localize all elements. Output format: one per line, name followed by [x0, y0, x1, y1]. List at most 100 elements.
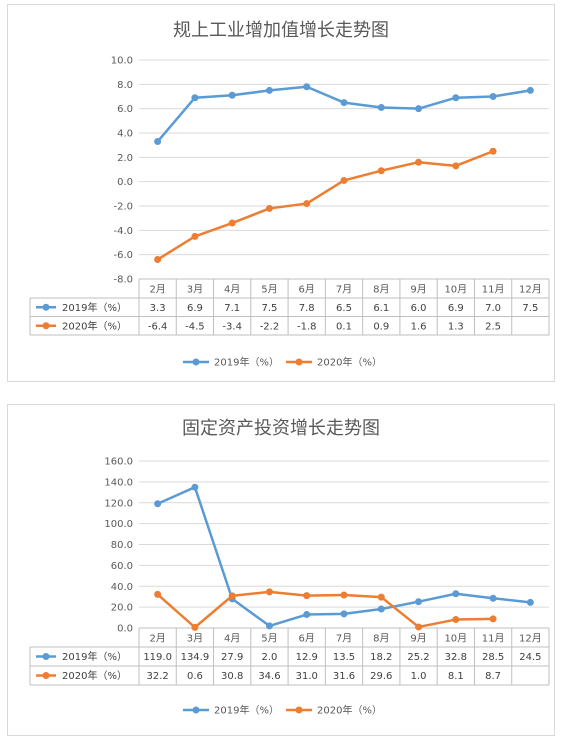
table-cell-value: 32.8: [445, 652, 467, 663]
x-category-label: 5月: [261, 633, 277, 645]
legend-entry: 2020年（%）: [317, 704, 382, 717]
data-point: [265, 588, 273, 596]
table-cell-value: 1.3: [448, 321, 464, 332]
table-cell-value: 0.9: [373, 321, 389, 332]
x-category-label: 4月: [224, 284, 240, 296]
table-series-name: 2019年（%）: [62, 301, 127, 314]
series-line: [156, 590, 494, 629]
y-tick-label: -8.0: [113, 275, 133, 286]
x-category-label: 2月: [149, 284, 165, 296]
table-cell-value: 0.6: [187, 671, 203, 682]
industrial-chart-svg: 规上工业增加值增长走势图 10.0 8.0 6.0 4.0 2.0 0.0 -2.0 -4.0…: [29, 20, 550, 369]
data-point: [489, 615, 497, 623]
table-legend-key-marker: [42, 303, 50, 311]
series-line: [157, 485, 531, 628]
data-point: [303, 200, 311, 208]
legend-key-marker: [192, 706, 200, 714]
data-point: [377, 167, 385, 175]
table-legend-key-marker: [42, 322, 50, 330]
table-cell-value: 13.5: [333, 652, 355, 663]
data-point: [489, 147, 497, 155]
data-point: [154, 138, 162, 146]
table-cell-value: 12.9: [296, 652, 318, 663]
y-tick-label: 10.0: [111, 56, 133, 67]
legend-entry: 2020年（%）: [317, 356, 382, 369]
data-point: [452, 616, 460, 624]
table-cell-value: 1.0: [411, 671, 427, 682]
data-point: [452, 162, 460, 170]
table-cell-value: 7.5: [262, 303, 278, 314]
y-tick-label: -6.0: [113, 250, 133, 261]
table-cell-value: 1.6: [411, 321, 427, 332]
table-cell-value: 32.2: [147, 671, 169, 682]
table-cell-value: 27.9: [221, 652, 243, 663]
legend-key-marker: [295, 706, 303, 714]
data-point: [452, 590, 460, 598]
data-point: [340, 591, 348, 599]
y-tick-label: 2.0: [117, 153, 133, 164]
table-cell-value: 7.8: [299, 303, 315, 314]
data-point: [415, 105, 423, 113]
y-tick-label: 40.0: [111, 582, 133, 593]
table-cell-value: 6.9: [187, 303, 203, 314]
industrial-value-added-chart: 规上工业增加值增长走势图 10.0 8.0 6.0 4.0 2.0 0.0 -2.0 -4.0…: [7, 4, 555, 382]
table-cell-value: 8.7: [485, 671, 501, 682]
data-point: [265, 86, 273, 94]
data-point: [452, 94, 460, 102]
table-cell-value: 7.5: [522, 303, 538, 314]
table-cell-value: -6.4: [148, 321, 168, 332]
table-cell-value: -4.5: [185, 321, 205, 332]
chart-title: 规上工业增加值增长走势图: [173, 20, 389, 41]
x-category-label: 5月: [261, 284, 277, 296]
data-point: [154, 500, 162, 508]
data-point: [526, 86, 534, 94]
x-category-label: 2月: [149, 633, 165, 645]
table-legend-key-marker: [42, 653, 50, 660]
y-tick-label: 8.0: [117, 80, 133, 91]
y-tick-label: -4.0: [113, 226, 133, 237]
data-point: [265, 204, 273, 212]
data-point: [415, 623, 423, 631]
table-series-name: 2019年（%）: [62, 650, 127, 663]
x-category-label: 3月: [187, 633, 203, 645]
legend-key-marker: [192, 358, 200, 366]
table-cell-value: 119.0: [143, 652, 172, 663]
data-point: [340, 176, 348, 184]
table-cell-value: 134.9: [181, 652, 210, 663]
data-point: [303, 611, 311, 619]
data-point: [191, 94, 199, 102]
x-category-label: 11月: [482, 633, 505, 645]
table-cell-value: 8.1: [448, 671, 464, 682]
table-cell-value: 28.5: [482, 652, 504, 663]
y-tick-label: 6.0: [117, 104, 133, 115]
x-category-label: 10月: [444, 633, 467, 645]
table-cell-value: 7.1: [224, 303, 240, 314]
chart-title: 固定资产投资增长走势图: [182, 418, 380, 439]
table-cell-value: 2.0: [262, 652, 278, 663]
data-point: [377, 605, 385, 613]
table-cell-value: 6.0: [411, 303, 427, 314]
table-cell-value: -2.2: [260, 321, 280, 332]
data-point: [415, 158, 423, 166]
y-tick-label: 60.0: [111, 561, 133, 572]
table-cell-value: 0.1: [336, 321, 352, 332]
y-tick-label: 160.0: [104, 457, 133, 468]
x-category-label: 6月: [299, 633, 315, 645]
y-tick-label: 80.0: [111, 540, 133, 551]
data-point: [489, 93, 497, 100]
data-point: [154, 590, 162, 598]
investment-chart-svg: 固定资产投资增长走势图 160.0 140.0 120.0 100.0 80.0 60.0…: [29, 418, 550, 717]
x-category-label: 9月: [410, 284, 426, 296]
table-cell-value: 25.2: [407, 652, 429, 663]
data-point: [377, 103, 385, 111]
legend-key-marker: [295, 358, 303, 366]
table-series-name: 2020年（%）: [62, 669, 127, 682]
y-tick-label: 140.0: [104, 477, 133, 488]
x-category-label: 11月: [482, 284, 505, 296]
table-cell-value: 6.1: [373, 303, 389, 314]
table-cell-value: -3.4: [222, 321, 242, 332]
table-cell-value: 31.6: [333, 671, 355, 682]
table-legend-key-marker: [42, 672, 50, 679]
table-cell-value: 34.6: [258, 671, 280, 682]
data-point: [154, 256, 162, 264]
